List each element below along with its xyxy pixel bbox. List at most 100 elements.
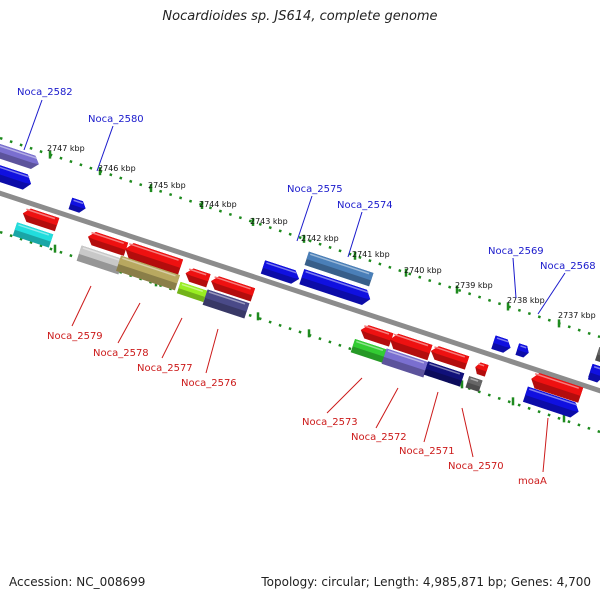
leader-line	[296, 195, 313, 242]
genome-summary-text: Topology: circular; Length: 4,985,871 bp…	[261, 575, 591, 589]
kbp-label: 2746 kbp	[98, 164, 136, 173]
kbp-label: 2740 kbp	[404, 266, 442, 275]
gene-block-highlight	[434, 346, 466, 358]
gene-block	[381, 348, 429, 378]
gene-block-highlight	[208, 291, 246, 305]
gene-block	[88, 231, 129, 256]
map-title: Nocardioides sp. JS614, complete genome	[162, 9, 438, 24]
gene-block-highlight	[356, 340, 384, 352]
leader-line	[326, 377, 363, 414]
gene-label: Noca_2574	[337, 200, 393, 211]
leader-line	[461, 407, 474, 458]
gene-label: Noca_2570	[448, 461, 504, 472]
gene-block-highlight	[364, 325, 390, 335]
gene-label: Noca_2569	[488, 246, 544, 257]
gene-block-highlight	[305, 270, 369, 294]
gene-label: Noca_2580	[88, 114, 144, 125]
gene-block	[0, 143, 39, 169]
gene-block-highlight	[470, 377, 479, 382]
gene-block	[0, 164, 32, 190]
gene-block	[515, 343, 529, 358]
gene-block	[531, 373, 584, 403]
gene-block-face	[590, 364, 600, 377]
gene-block	[423, 361, 465, 387]
gene-block	[125, 243, 184, 275]
gene-block-highlight	[429, 363, 461, 375]
gene-block	[304, 251, 374, 287]
gene-block-highlight	[309, 253, 370, 275]
gene-block	[176, 281, 208, 303]
gene-block	[185, 268, 211, 288]
gene-label: Noca_2573	[302, 417, 358, 428]
kbp-label: 2745 kbp	[148, 181, 186, 190]
gene-block	[595, 347, 600, 363]
gene-label-group: Noca_2582 Noca_2580 Noca_2575 Noca_2574 Noca…	[17, 87, 596, 487]
gene-block-face	[390, 333, 433, 354]
gene-block-face	[125, 243, 184, 268]
gene-block	[465, 376, 483, 392]
leader-line	[375, 387, 399, 429]
gene-block-highlight	[0, 144, 37, 159]
leader-line	[542, 417, 549, 473]
kbp-label-group: 2747 kbp 2746 kbp 2745 kbp 2744 kbp 2743 kbp…	[47, 144, 596, 320]
gene-label: Noca_2579	[47, 331, 103, 342]
kbp-label: 2739 kbp	[455, 281, 493, 290]
gene-block-highlight	[73, 199, 84, 205]
gene-block	[68, 197, 86, 213]
leader-line	[71, 285, 92, 327]
kbp-label: 2747 kbp	[47, 144, 85, 153]
kbp-label: 2744 kbp	[199, 200, 237, 209]
gene-block-highlight	[478, 363, 485, 367]
gene-block-face	[185, 268, 211, 282]
gene-block-highlight	[82, 247, 120, 261]
kbp-label: 2743 kbp	[250, 217, 288, 226]
kbp-label: 2741 kbp	[352, 250, 390, 259]
gene-block-highlight	[122, 257, 176, 277]
gene-block-highlight	[129, 243, 179, 261]
gene-block	[260, 260, 300, 284]
gene-block-highlight	[266, 262, 298, 274]
gene-label: moaA	[518, 476, 547, 487]
gene-block-face	[88, 231, 129, 250]
gene-block	[475, 362, 489, 377]
gene-label: Noca_2582	[17, 87, 73, 98]
gene-block	[522, 386, 579, 418]
gene-block	[430, 346, 470, 370]
gene-block	[202, 289, 250, 319]
gene-block-highlight	[26, 208, 56, 220]
gene-label: Noca_2568	[540, 261, 596, 272]
gene-block	[211, 276, 256, 302]
kbp-label: 2737 kbp	[558, 311, 596, 320]
gene-label: Noca_2572	[351, 432, 407, 443]
gene-block-highlight	[18, 224, 50, 236]
gene-block	[22, 208, 60, 232]
leader-line	[23, 99, 43, 151]
gene-block-highlight	[534, 373, 580, 389]
gene-block-face	[596, 347, 600, 357]
gene-block-highlight	[91, 231, 124, 244]
gene-block-highlight	[0, 166, 30, 178]
leader-line	[537, 272, 566, 315]
accession-text: Accession: NC_008699	[9, 575, 146, 589]
gene-block-highlight	[496, 337, 509, 343]
gene-label: Noca_2577	[137, 363, 193, 374]
label-leaders	[23, 99, 566, 473]
gene-block	[360, 325, 394, 347]
gene-block-face	[517, 343, 529, 353]
gene-block-highlight	[520, 345, 527, 349]
gene-block-highlight	[387, 350, 425, 364]
gene-block	[350, 339, 388, 363]
gene-block	[587, 364, 600, 383]
gene-block-highlight	[188, 268, 207, 276]
leader-line	[205, 328, 219, 374]
gene-block-highlight	[181, 283, 203, 293]
gene-block-face	[22, 208, 60, 226]
kbp-label: 2738 kbp	[507, 296, 545, 305]
gene-block-highlight	[593, 366, 600, 370]
gene-block-face	[360, 325, 394, 341]
gene-block-face	[430, 346, 470, 364]
gene-label: Noca_2571	[399, 446, 455, 457]
gene-label: Noca_2575	[287, 184, 343, 195]
gene-label: Noca_2576	[181, 378, 237, 389]
gene-block-shadow	[595, 347, 600, 363]
